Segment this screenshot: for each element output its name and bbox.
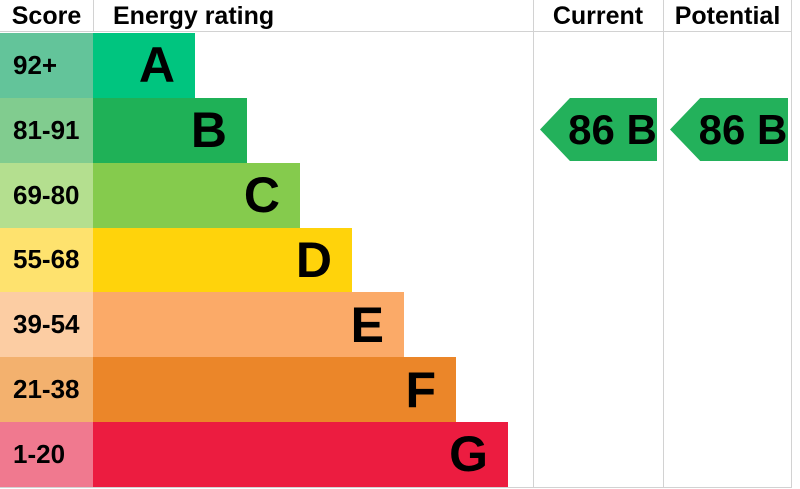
rating-bands: 92+ A 81-91 B 69-80 C 55-68 D 39-54 E 21… [0,33,533,487]
current-rating-arrow: 86 B [540,98,657,161]
band-bar-a: A [93,33,195,98]
bottom-border-line [0,487,792,488]
band-row-c: 69-80 C [0,162,533,228]
header-divider-line [0,31,792,32]
score-range-f: 21-38 [0,357,93,423]
band-row-a: 92+ A [0,33,533,98]
score-range-c: 69-80 [0,162,93,228]
energy-rating-column-header: Energy rating [113,1,275,30]
potential-column-header: Potential [674,1,781,30]
score-range-e: 39-54 [0,292,93,358]
current-divider-line [533,0,534,488]
table-header: Score Energy rating Current Potential [0,0,792,32]
score-column-header: Score [11,1,82,30]
band-bar-g: G [93,422,508,487]
band-bar-b: B [93,97,247,163]
band-bar-f: F [93,357,456,423]
potential-divider-line [663,0,664,488]
current-column-header: Current [552,1,644,30]
score-range-d: 55-68 [0,227,93,293]
band-bar-e: E [93,292,404,358]
band-row-f: 21-38 F [0,357,533,423]
score-range-b: 81-91 [0,97,93,163]
band-row-b: 81-91 B [0,97,533,163]
band-bar-d: D [93,227,352,293]
right-border-line [791,0,792,488]
potential-rating-arrow: 86 B [670,98,788,161]
score-divider-line [93,0,94,31]
score-range-g: 1-20 [0,422,93,487]
band-bar-c: C [93,162,300,228]
band-row-e: 39-54 E [0,292,533,358]
band-row-d: 55-68 D [0,227,533,293]
band-row-g: 1-20 G [0,422,533,487]
score-range-a: 92+ [0,33,93,98]
